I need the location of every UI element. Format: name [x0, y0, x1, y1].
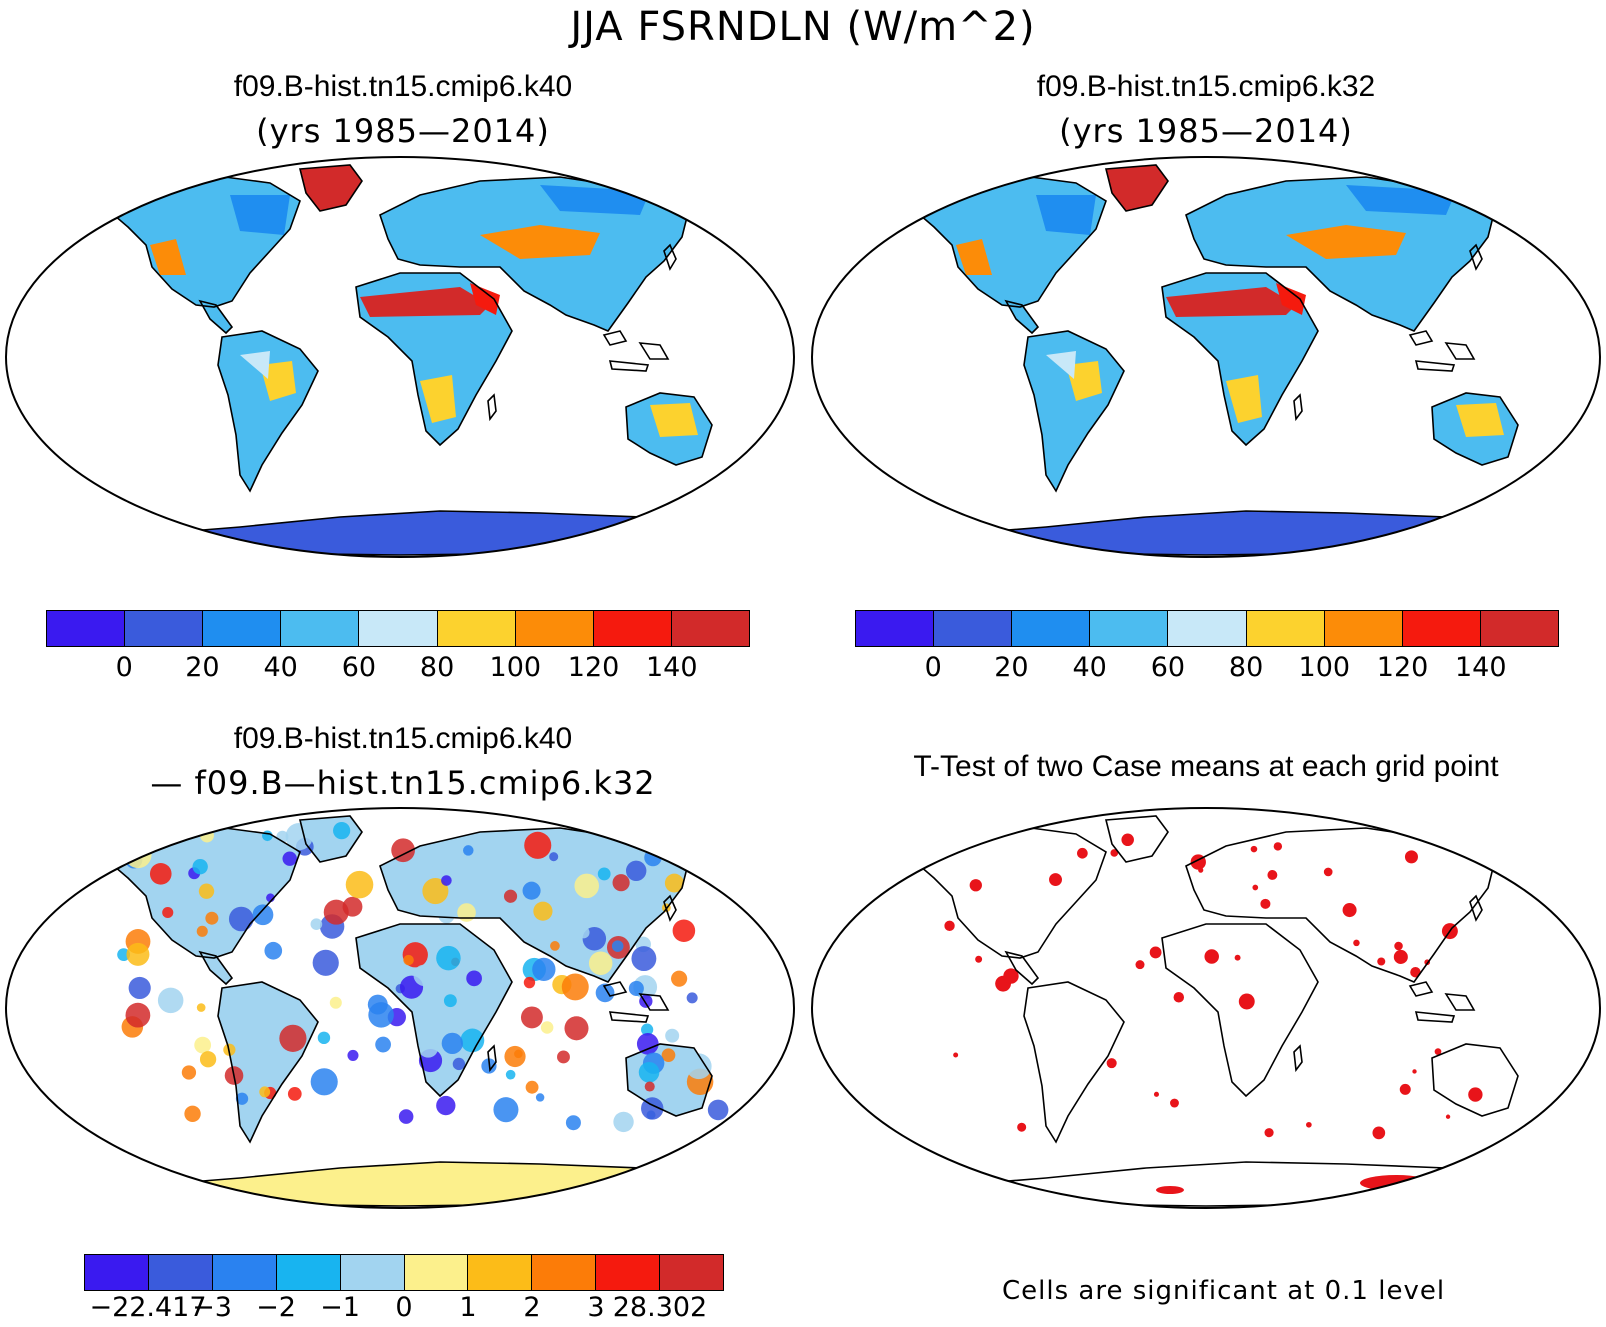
colorbar-swatch	[359, 611, 438, 646]
colorbar-ticks-bottom-left: −22.417 −3 −2 −1 0 1 2 3 28.302	[84, 1292, 724, 1324]
colorbar-tick-label: 100	[489, 652, 542, 683]
colorbar-tick-label: 20	[185, 652, 220, 683]
colorbar-tick-label: 40	[263, 652, 298, 683]
colorbar-swatch	[340, 1255, 405, 1290]
map-border	[5, 156, 795, 558]
colorbar-swatch	[437, 611, 516, 646]
colorbar-tick-label: 28.302	[612, 1292, 708, 1323]
colorbar-swatch	[125, 611, 204, 646]
colorbar-swatch	[47, 611, 126, 646]
landmass-antarctica	[140, 1162, 700, 1206]
colorbar-ticks-top-left: 0 20 40 60 80 100 120 140	[46, 652, 750, 684]
colorbar-ticks-top-right: 0 20 40 60 80 100 120 140	[855, 652, 1559, 684]
colorbar-tick-label: 120	[1376, 652, 1429, 683]
landmass-greenland	[300, 165, 362, 211]
colorbar-swatch	[671, 611, 749, 646]
colorbar-swatch	[1090, 611, 1169, 646]
landmass-greenland	[1106, 816, 1168, 862]
panel-subtitle-top-left: (yrs 1985—2014)	[256, 112, 550, 150]
colorbar-swatch	[1402, 611, 1481, 646]
landmass-south-america	[1024, 982, 1124, 1142]
map-border	[811, 807, 1601, 1209]
map-bottom-left	[5, 807, 795, 1209]
colorbar-swatch	[532, 1255, 597, 1290]
panel-title-bottom-left: f09.B-hist.tn15.cmip6.k40	[233, 722, 573, 755]
colorbar-tick-label: 120	[567, 652, 620, 683]
colorbar-swatch	[1168, 611, 1247, 646]
colorbar-swatch	[1012, 611, 1091, 646]
landmass-north-america	[100, 175, 300, 307]
landmass-africa	[356, 924, 512, 1096]
significance-note: Cells are significant at 0.1 level	[1002, 1276, 1446, 1306]
landmass-antarctica	[140, 511, 700, 555]
landmass-central-america	[1006, 952, 1038, 984]
colorbar-tick-label: 20	[994, 652, 1029, 683]
colorbar-swatch	[856, 611, 935, 646]
landmass-australia	[1432, 1044, 1518, 1116]
colorbar-swatch	[404, 1255, 469, 1290]
colorbar-tick-label: −22.417	[89, 1292, 207, 1323]
colorbar-tick-label: 1	[459, 1292, 477, 1323]
colorbar-swatch	[203, 611, 282, 646]
map-top-right	[811, 156, 1601, 558]
landmass-antarctica	[946, 1162, 1506, 1206]
panel-title-bottom-right: T-Test of two Case means at each grid po…	[913, 750, 1499, 783]
main-title: JJA FSRNDLN (W/m^2)	[570, 4, 1036, 50]
colorbar-tick-label: 3	[587, 1292, 605, 1323]
colorbar-swatch	[276, 1255, 341, 1290]
colorbar-tick-label: 0	[115, 652, 133, 683]
colorbar-bottom-left	[84, 1254, 724, 1291]
colorbar-tick-label: 40	[1072, 652, 1107, 683]
colorbar-swatch	[212, 1255, 277, 1290]
colorbar-swatch	[1246, 611, 1325, 646]
colorbar-swatch	[934, 611, 1013, 646]
panel-subtitle-bottom-left: — f09.B—hist.tn15.cmip6.k32	[150, 764, 656, 802]
panel-title-top-left: f09.B-hist.tn15.cmip6.k40	[233, 70, 573, 103]
landmass-central-america	[1006, 301, 1038, 333]
colorbar-top-right	[855, 610, 1559, 647]
colorbar-tick-label: −2	[256, 1292, 296, 1323]
colorbar-tick-label: 0	[924, 652, 942, 683]
colorbar-tick-label: 0	[395, 1292, 413, 1323]
colorbar-tick-label: 2	[523, 1292, 541, 1323]
colorbar-tick-label: 60	[341, 652, 377, 683]
colorbar-top-left	[46, 610, 750, 647]
colorbar-tick-label: 80	[419, 652, 455, 683]
landmass-central-america	[200, 952, 232, 984]
landmass-north-america	[906, 826, 1106, 958]
colorbar-swatch	[1480, 611, 1558, 646]
colorbar-swatch	[148, 1255, 213, 1290]
colorbar-swatch	[281, 611, 360, 646]
colorbar-tick-label: 100	[1298, 652, 1351, 683]
landmass-africa	[1162, 924, 1318, 1096]
landmass-central-america	[200, 301, 232, 333]
colorbar-swatch	[593, 611, 672, 646]
map-border	[811, 156, 1601, 558]
landmass-eurasia	[1186, 828, 1496, 982]
colorbar-swatch	[660, 1255, 724, 1290]
colorbar-tick-label: 140	[1454, 652, 1507, 683]
colorbar-swatch	[85, 1255, 149, 1290]
map-top-left	[5, 156, 795, 558]
panel-subtitle-top-right: (yrs 1985—2014)	[1059, 112, 1353, 150]
colorbar-tick-label: 80	[1228, 652, 1264, 683]
panel-title-top-right: f09.B-hist.tn15.cmip6.k32	[1036, 70, 1376, 103]
colorbar-swatch	[1324, 611, 1403, 646]
colorbar-tick-label: 140	[645, 652, 698, 683]
map-border	[5, 807, 795, 1209]
map-bottom-right	[811, 807, 1601, 1209]
landmass-antarctica	[946, 511, 1506, 555]
landmass-greenland	[1106, 165, 1168, 211]
colorbar-tick-label: −3	[192, 1292, 232, 1323]
colorbar-swatch	[515, 611, 594, 646]
colorbar-swatch	[596, 1255, 661, 1290]
colorbar-tick-label: −1	[320, 1292, 360, 1323]
colorbar-swatch	[468, 1255, 533, 1290]
landmass-north-america	[906, 175, 1106, 307]
colorbar-tick-label: 60	[1150, 652, 1186, 683]
